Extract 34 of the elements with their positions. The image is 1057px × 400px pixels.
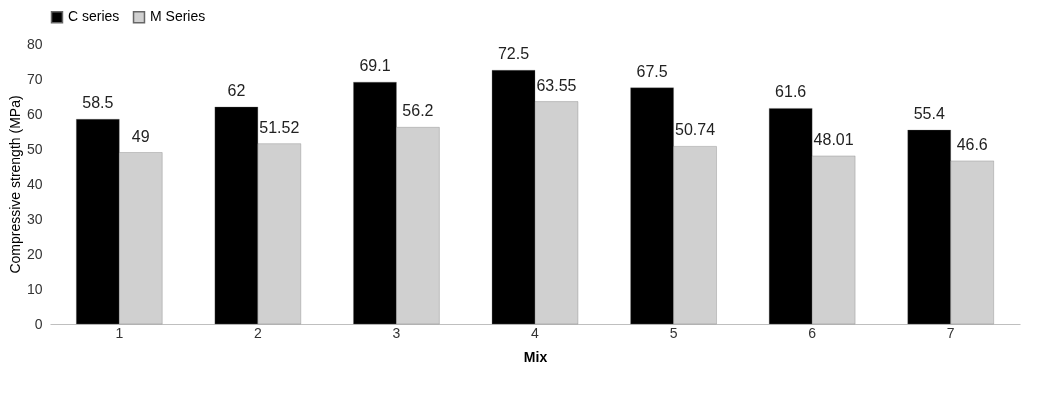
x-tick-label: 5 bbox=[669, 324, 678, 341]
data-label: 46.6 bbox=[956, 135, 988, 153]
x-tick-label: 2 bbox=[253, 324, 262, 341]
legend-label: C series bbox=[68, 8, 120, 25]
x-tick-label: 3 bbox=[392, 324, 401, 341]
y-tick-label: 10 bbox=[26, 280, 43, 297]
data-label: 58.5 bbox=[82, 94, 114, 112]
y-tick-label: 70 bbox=[26, 70, 43, 87]
data-label: 67.5 bbox=[636, 62, 668, 80]
y-tick-label: 20 bbox=[26, 245, 43, 262]
data-label: 55.4 bbox=[913, 105, 945, 123]
data-label: 72.5 bbox=[497, 45, 530, 63]
y-tick-label: 30 bbox=[26, 210, 43, 227]
y-tick-label: 50 bbox=[26, 140, 43, 157]
data-label: 63.55 bbox=[536, 76, 577, 94]
x-tick-label: 1 bbox=[115, 324, 124, 341]
x-tick-label: 7 bbox=[946, 324, 955, 341]
x-tick-label: 6 bbox=[808, 324, 817, 341]
data-label: 48.01 bbox=[813, 130, 854, 148]
y-axis-title: Compressive strength (MPa) bbox=[6, 95, 23, 274]
data-label: 51.52 bbox=[259, 118, 300, 136]
y-tick-label: 40 bbox=[26, 175, 43, 192]
data-label: 69.1 bbox=[359, 57, 391, 75]
data-label: 56.2 bbox=[402, 102, 434, 120]
data-label: 62 bbox=[227, 82, 246, 99]
data-label: 50.74 bbox=[675, 121, 716, 139]
y-tick-label: 60 bbox=[26, 105, 43, 122]
data-label: 61.6 bbox=[775, 83, 807, 101]
data-label: 49 bbox=[131, 127, 150, 145]
x-axis-title: Mix bbox=[523, 348, 548, 365]
y-tick-label: 0 bbox=[34, 315, 43, 332]
y-tick-label: 80 bbox=[26, 35, 43, 52]
legend-label: M Series bbox=[150, 8, 206, 25]
x-tick-label: 4 bbox=[531, 324, 540, 341]
